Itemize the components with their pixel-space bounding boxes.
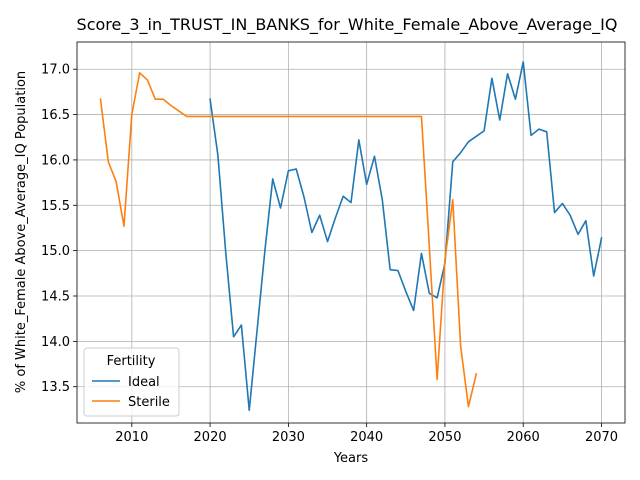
y-tick-label: 14.5 <box>41 290 70 305</box>
x-axis-ticks: 2010 2020 2030 2040 2050 2060 2070 <box>115 423 618 445</box>
x-tick-label: 2040 <box>350 430 383 445</box>
y-tick-label: 15.0 <box>41 244 70 259</box>
legend: Fertility Ideal Sterile <box>83 347 180 417</box>
series-lines <box>99 61 603 412</box>
y-tick-label: 14.0 <box>41 335 70 350</box>
chart-title: Score_3_in_TRUST_IN_BANKS_for_White_Fema… <box>77 15 618 35</box>
x-tick-label: 2010 <box>115 430 148 445</box>
x-tick-label: 2020 <box>194 430 227 445</box>
legend-label-sterile: Sterile <box>128 395 170 410</box>
y-tick-label: 16.0 <box>41 153 70 168</box>
legend-label-ideal: Ideal <box>128 375 160 390</box>
x-axis-label: Years <box>333 451 369 466</box>
y-tick-label: 17.0 <box>41 63 70 78</box>
y-axis-ticks: 13.5 14.0 14.5 15.0 15.5 16.0 16.5 17.0 <box>41 63 77 395</box>
legend-title: Fertility <box>107 354 156 369</box>
x-tick-label: 2070 <box>585 430 618 445</box>
x-tick-label: 2030 <box>272 430 305 445</box>
legend-box <box>83 347 180 417</box>
y-tick-label: 15.5 <box>41 199 70 214</box>
x-tick-label: 2050 <box>428 430 461 445</box>
x-tick-label: 2060 <box>507 430 540 445</box>
y-axis-label: % of White_Female Above_Average_IQ Popul… <box>14 71 29 393</box>
grid <box>77 42 625 423</box>
y-tick-label: 16.5 <box>41 108 70 123</box>
series-line-ideal <box>209 61 603 412</box>
plot-frame <box>76 41 626 424</box>
series-line-sterile <box>99 72 478 408</box>
y-tick-label: 13.5 <box>41 380 70 395</box>
